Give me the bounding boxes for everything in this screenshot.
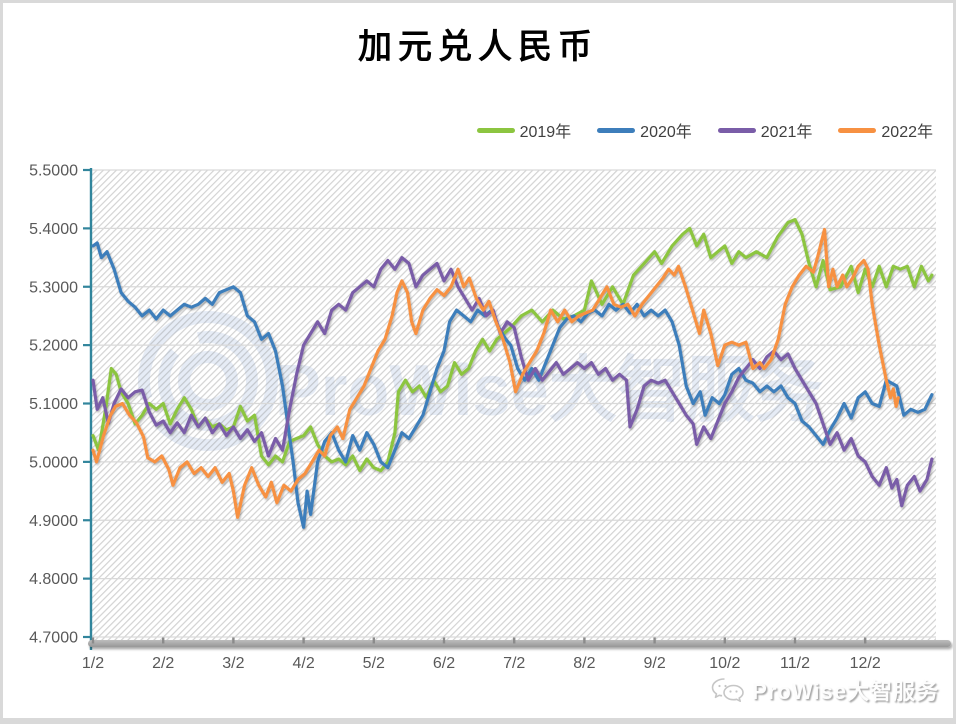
chart-legend: 2019年 2020年 2021年 2022年 <box>476 118 933 142</box>
y-tick-label: 4.7000 <box>29 630 78 647</box>
legend-swatch-2020 <box>597 127 636 133</box>
y-tick-label: 5.1000 <box>29 396 78 413</box>
line-chart-plot: ProWise大智服务5.50005.40005.30005.20005.100… <box>29 163 951 672</box>
y-tick-label: 5.2000 <box>29 338 78 355</box>
y-tick-label: 5.4000 <box>29 221 78 238</box>
x-tick-label: 3/2 <box>222 655 244 672</box>
y-tick-label: 4.9000 <box>29 513 78 530</box>
legend-label-2019: 2019年 <box>519 124 572 141</box>
brand-text: ProWise大智服务 <box>752 679 939 704</box>
legend-swatch-2021 <box>717 127 756 133</box>
brand-footer: ProWise大智服务 <box>711 674 939 706</box>
x-tick-label: 5/2 <box>363 655 385 672</box>
x-tick-label: 6/2 <box>433 655 455 672</box>
chart-title: 加元兑人民币 <box>358 29 598 66</box>
legend-label-2022: 2022年 <box>881 124 933 141</box>
y-tick-label: 4.8000 <box>29 571 78 588</box>
x-tick-label: 7/2 <box>503 655 525 672</box>
x-tick-label: 11/2 <box>780 655 810 672</box>
legend-item-2022[interactable]: 2022年 <box>838 118 933 142</box>
x-tick-label: 9/2 <box>643 655 665 672</box>
series-line-2022[interactable] <box>91 227 900 519</box>
x-tick-label: 1/2 <box>82 655 104 672</box>
series-line-2019[interactable] <box>91 218 934 473</box>
wechat-icon <box>711 678 744 702</box>
legend-item-2019[interactable]: 2019年 <box>476 118 572 142</box>
legend-swatch-2019 <box>476 127 515 133</box>
y-tick-label: 5.3000 <box>29 279 78 296</box>
legend-swatch-2022 <box>838 127 877 133</box>
y-tick-label: 5.5000 <box>29 163 78 180</box>
x-tick-label: 12/2 <box>850 655 881 672</box>
legend-label-2021: 2021年 <box>760 124 813 141</box>
legend-item-2020[interactable]: 2020年 <box>597 118 692 142</box>
series-line-2021[interactable] <box>91 256 934 508</box>
legend-item-2021[interactable]: 2021年 <box>717 118 813 142</box>
legend-label-2020: 2020年 <box>640 124 692 141</box>
x-tick-label: 4/2 <box>292 655 314 672</box>
y-tick-label: 5.0000 <box>29 454 78 471</box>
x-tick-label: 8/2 <box>573 655 595 672</box>
x-tick-label: 10/2 <box>709 655 740 672</box>
x-tick-label: 2/2 <box>152 655 174 672</box>
